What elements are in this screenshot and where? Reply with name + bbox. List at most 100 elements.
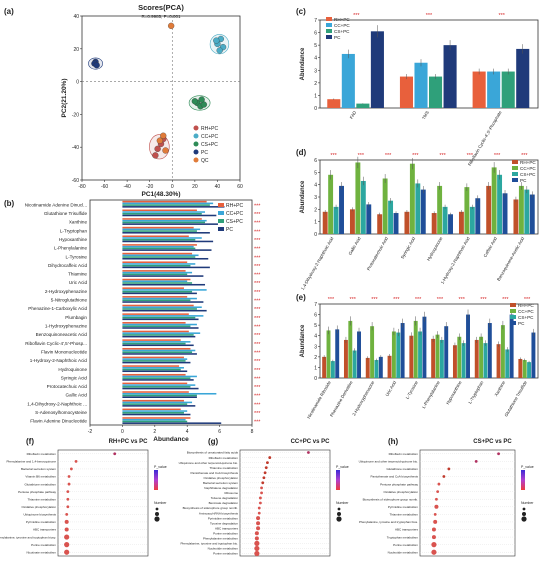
panel-d: (d) 0 1 2 3 4 5 6 Abundance *** 1,4-Dihydroxy-2-Na… <box>296 148 539 291</box>
bar-rh-pc <box>327 99 341 108</box>
bar-pc <box>366 204 372 234</box>
y-axis-label: Abundance <box>300 180 306 213</box>
pathway-label: Biosynthesis of unsaturated fatty acids <box>187 451 239 455</box>
bar-cc-pc <box>328 174 334 234</box>
bar-cc-pc <box>122 332 201 334</box>
category-label: Phenazine-1-Carboxylic Acid <box>28 306 87 311</box>
bar-rh-pc <box>518 358 523 378</box>
bar-pc <box>122 361 191 364</box>
pathway-bubble <box>254 545 260 552</box>
legend-label: QC <box>201 158 209 164</box>
y-tick-label: 0 <box>76 80 79 86</box>
bar-pc <box>122 214 217 217</box>
category-label: Flavin Mononucleotide <box>41 349 87 354</box>
bar-cs-pc <box>388 200 394 234</box>
panel-e: (e) 0 1 2 3 4 5 6 7 Abundance *** Nicotinamide Ribo… <box>296 293 539 420</box>
pathway-label: Thiamine metabolism <box>389 513 418 517</box>
y-tick-label: 2 <box>314 207 317 213</box>
significance-mark: *** <box>254 342 261 348</box>
category-label: Protocatechuic Acid <box>47 384 88 389</box>
category-label: Hypoxanthine <box>59 237 88 242</box>
pathway-bubble <box>264 466 268 470</box>
plot-frame <box>57 449 149 557</box>
bar-pc <box>122 240 214 243</box>
bar-pc <box>122 249 212 251</box>
category-label: Benzoquinone-Acetic Acid <box>496 235 526 281</box>
pathway-label: Ubiquinone biosynthesis <box>23 513 56 517</box>
legend-swatch <box>326 17 332 21</box>
legend-swatch <box>512 172 518 176</box>
legend-label: PC <box>201 150 208 156</box>
legend-label: RH+PC <box>226 203 243 209</box>
bar-cc-pc <box>382 178 388 234</box>
category-label: 1-Hydroxyphenazine <box>45 323 88 328</box>
legend-label: CS+PC <box>201 142 218 148</box>
colorbar-title: P_value <box>336 465 349 469</box>
bar-cs-pc <box>122 325 191 328</box>
bar-rh-pc <box>472 71 486 108</box>
bar-cs-pc <box>122 377 191 379</box>
x-tick-label: -80 <box>78 184 85 190</box>
category-label: Syringic Acid <box>400 235 417 259</box>
bar-cs-pc <box>122 256 196 258</box>
pathway-bubble <box>260 491 263 495</box>
bar-rh-pc <box>496 344 501 378</box>
bar-cs-pc <box>330 361 335 378</box>
bar-cc-pc <box>122 375 197 378</box>
bar-rh-pc <box>122 270 186 272</box>
pathway-label: Purine metabolism <box>213 531 238 535</box>
panel-label-g: (g) <box>208 437 219 446</box>
bar-rh-pc <box>122 356 184 359</box>
significance-mark: *** <box>330 153 337 159</box>
bar-pc <box>335 329 340 378</box>
legend-label: CC+PC <box>520 166 536 171</box>
pathway-bubble <box>66 490 70 494</box>
bar-cc-pc <box>122 271 193 274</box>
bar-cs-pc <box>415 183 421 234</box>
pathway-bubble <box>256 521 261 526</box>
significance-mark: *** <box>254 402 261 408</box>
category-label: L-Tyrosine <box>66 254 88 259</box>
pathway-label: Ubiquinone and other terpenoid-quinone b… <box>179 461 239 465</box>
x-axis-label: PC1(48.30%) <box>141 191 180 198</box>
bar-pc <box>420 189 426 234</box>
bar-pc <box>393 213 399 234</box>
point-qc <box>156 137 164 144</box>
bar-rh-pc <box>122 347 191 350</box>
pathway-label: Tryptophan metabolism <box>387 535 419 539</box>
colorbar-title: P_value <box>521 465 534 469</box>
significance-mark: *** <box>439 153 446 159</box>
category-label: L-Tryptophan <box>60 228 88 233</box>
panel-label-a: (a) <box>4 7 14 16</box>
significance-mark: *** <box>254 385 261 391</box>
legend-marker <box>193 141 199 147</box>
bar-pc <box>122 413 191 416</box>
legend-swatch <box>326 35 332 39</box>
bar-rh-pc <box>349 209 355 234</box>
bar-cs-pc <box>418 331 423 378</box>
chart-title: RH+PC vs PC <box>109 439 149 445</box>
point-pc <box>93 62 100 69</box>
pathway-label: Oxidative phosphorylation <box>383 490 418 494</box>
pathway-bubble <box>66 505 70 509</box>
significance-mark: *** <box>254 255 261 261</box>
bar-cc-pc <box>122 228 201 231</box>
pathway-label: Phenylalanine and 1,4-benzoquinone <box>6 460 56 464</box>
y-tick-label: 5 <box>314 170 317 176</box>
pathway-bubble <box>257 506 261 510</box>
category-label: Xanthine <box>493 379 506 397</box>
pathway-label: Phenylalanine, tyrosine and tryptophan b… <box>180 542 238 546</box>
pathway-label: Pentose phosphate pathway <box>18 490 56 494</box>
pathway-label: Pantothenate and CoA biosynthesis <box>370 475 418 479</box>
point-qc <box>162 147 169 154</box>
pathway-label: Pentose phosphate pathway <box>380 482 418 486</box>
pathway-bubble <box>263 471 267 475</box>
bar-cc-pc <box>122 211 206 213</box>
bar-cc-pc <box>122 410 188 412</box>
category-label: 1-Hydroxy-2-Naphthoic Acid <box>440 235 471 284</box>
bar-pc <box>122 257 209 260</box>
x-tick-label: -60 <box>101 184 108 190</box>
category-label: Gallic Acid <box>66 393 88 398</box>
x-tick-label: -20 <box>146 184 153 190</box>
pathway-bubble <box>260 486 263 490</box>
